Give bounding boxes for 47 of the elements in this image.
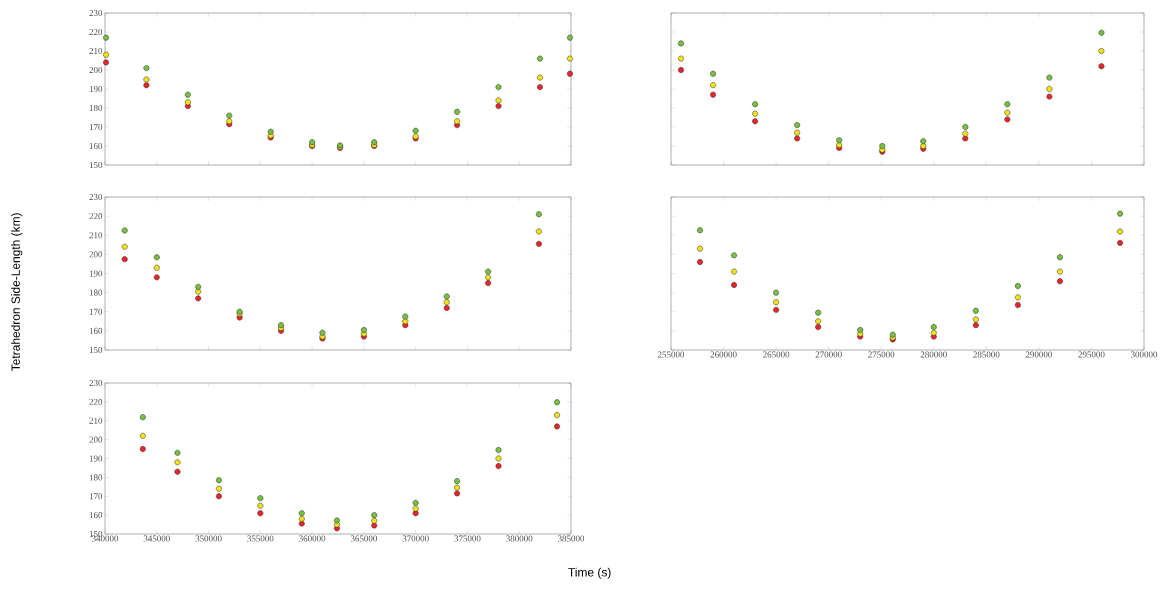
y-tick-label: 210 <box>89 417 103 424</box>
x-tick-label: 275000 <box>868 351 895 358</box>
x-tick-label: 380000 <box>506 535 533 542</box>
y-tick-label: 220 <box>89 398 103 405</box>
y-tick-label: 180 <box>89 104 103 112</box>
x-tick-label: 260000 <box>710 351 737 358</box>
x-tick-label: 385000 <box>557 535 585 542</box>
x-tick-label: 375000 <box>454 535 481 542</box>
y-tick-label: 200 <box>89 436 103 443</box>
x-axis-title: Time (s) <box>568 567 611 579</box>
y-tick-label: 190 <box>89 455 103 462</box>
y-tick-label: 230 <box>89 193 103 201</box>
y-tick-label: 200 <box>89 251 103 258</box>
x-tick-label: 280000 <box>920 351 947 358</box>
y-tick-label: 220 <box>89 28 103 36</box>
x-tick-label: 365000 <box>350 535 377 542</box>
y-axis-title: Tetrahedron Side-Length (km) <box>11 213 23 372</box>
y-tick-label: 180 <box>89 474 103 481</box>
y-tick-label: 170 <box>89 308 103 315</box>
y-tick-label: 150 <box>89 161 103 169</box>
x-tick-label: 290000 <box>1025 351 1052 358</box>
y-tick-label: 230 <box>89 379 103 387</box>
x-tick-label: 270000 <box>815 351 842 358</box>
y-tick-label: 230 <box>89 9 103 17</box>
y-tick-label: 160 <box>89 142 103 150</box>
x-tick-label: 295000 <box>1078 351 1105 358</box>
x-tick-label: 355000 <box>247 535 274 542</box>
y-tick-label: 190 <box>89 270 103 277</box>
y-tick-label: 210 <box>89 232 103 239</box>
x-tick-label: 370000 <box>402 535 429 542</box>
y-tick-label: 180 <box>89 289 103 296</box>
x-tick-label: 360000 <box>299 535 326 542</box>
y-tick-label: 170 <box>89 123 103 131</box>
x-tick-label: 345000 <box>143 535 170 542</box>
x-tick-label: 300000 <box>1130 351 1158 358</box>
y-tick-label: 160 <box>89 512 103 519</box>
y-tick-label: 150 <box>89 346 103 354</box>
x-tick-label: 285000 <box>973 351 1000 358</box>
y-tick-label: 190 <box>89 85 103 93</box>
y-tick-label: 170 <box>89 493 103 500</box>
y-tick-label: 200 <box>89 66 103 74</box>
y-tick-label: 220 <box>89 213 103 220</box>
y-tick-label: 210 <box>89 47 103 55</box>
y-tick-label: 160 <box>89 327 103 334</box>
x-tick-label: 255000 <box>657 351 685 358</box>
x-tick-label: 350000 <box>195 535 222 542</box>
x-tick-label: 265000 <box>763 351 790 358</box>
